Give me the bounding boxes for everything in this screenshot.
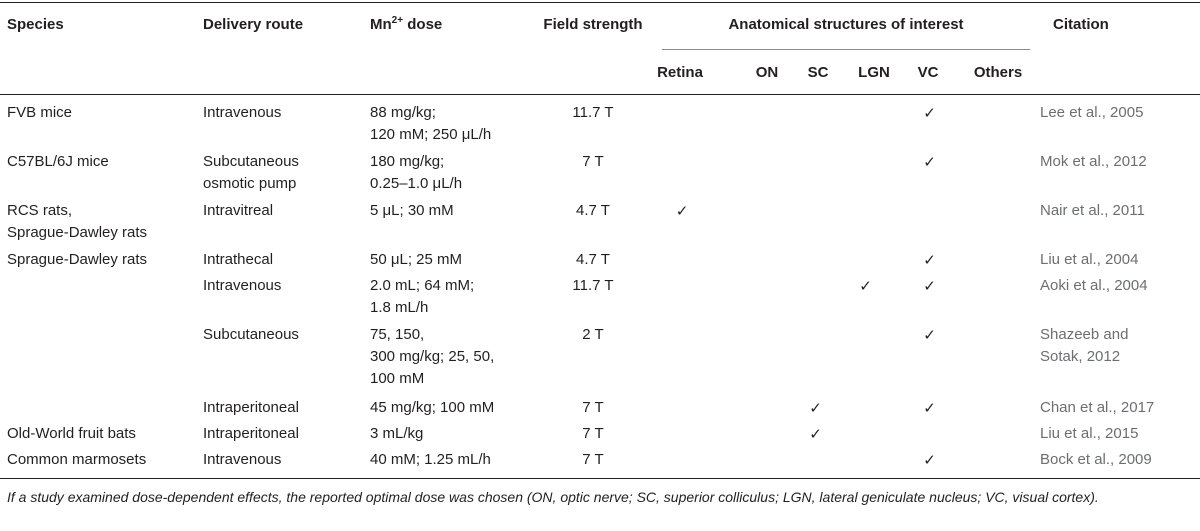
top-rule [0, 2, 1200, 3]
checkmark-icon: ✓ [923, 104, 936, 122]
checkmark-icon: ✓ [923, 277, 936, 295]
header-rule [0, 94, 1200, 95]
checkmark-icon: ✓ [923, 399, 936, 417]
dose-cell: 2.0 mL; 64 mM; [370, 277, 475, 294]
citation-cell: Liu et al., 2004 [1040, 251, 1139, 268]
citation-cell: Aoki et al., 2004 [1040, 277, 1148, 294]
dose-cell: 100 mM [370, 370, 425, 387]
species-cell: Old-World fruit bats [7, 425, 136, 442]
dose-cell: 50 μL; 25 mM [370, 251, 463, 268]
citation-cell: Lee et al., 2005 [1040, 104, 1144, 121]
species-cell: C57BL/6J mice [7, 153, 109, 170]
field-strength-cell: 7 T [582, 451, 604, 468]
citation-cell: Shazeeb and [1040, 326, 1129, 343]
header-delivery-route: Delivery route [203, 16, 304, 33]
header-vc: VC [917, 64, 939, 81]
header-anatomical-structures: Anatomical structures of interest [728, 16, 964, 33]
species-cell: FVB mice [7, 104, 73, 121]
dose-cell: 75, 150, [370, 326, 425, 343]
field-strength-cell: 4.7 T [576, 202, 610, 219]
dose-cell: 5 μL; 30 mM [370, 202, 454, 219]
dose-cell: 1.8 mL/h [370, 299, 429, 316]
header-others: Others [973, 64, 1023, 81]
header-on: ON [755, 64, 779, 81]
species-cell: Sprague-Dawley rats [7, 224, 148, 241]
delivery-route-cell: Subcutaneous [203, 326, 299, 343]
dose-cell: 180 mg/kg; [370, 153, 445, 170]
dose-cell: 40 mM; 1.25 mL/h [370, 451, 491, 468]
header-field-strength: Field strength [543, 16, 643, 33]
delivery-route-cell: osmotic pump [203, 175, 297, 192]
field-strength-cell: 4.7 T [576, 251, 610, 268]
checkmark-icon: ✓ [923, 251, 936, 269]
header-lgn: LGN [858, 64, 890, 81]
citation-cell: Chan et al., 2017 [1040, 399, 1155, 416]
dose-cell: 120 mM; 250 μL/h [370, 126, 492, 143]
citation-cell: Nair et al., 2011 [1040, 202, 1145, 219]
field-strength-cell: 11.7 T [572, 277, 614, 294]
citation-cell: Bock et al., 2009 [1040, 451, 1152, 468]
field-strength-cell: 7 T [582, 425, 604, 442]
field-strength-cell: 7 T [582, 153, 604, 170]
citation-cell: Liu et al., 2015 [1040, 425, 1139, 442]
species-cell: Sprague-Dawley rats [7, 251, 148, 268]
delivery-route-cell: Intrathecal [203, 251, 274, 268]
bottom-rule [0, 478, 1200, 479]
citation-cell: Mok et al., 2012 [1040, 153, 1147, 170]
dose-cell: 88 mg/kg; [370, 104, 436, 121]
dose-cell: 300 mg/kg; 25, 50, [370, 348, 495, 365]
table-footnote: If a study examined dose-dependent effec… [7, 489, 1099, 505]
delivery-route-cell: Intraperitoneal [203, 425, 299, 442]
delivery-route-cell: Intraperitoneal [203, 399, 299, 416]
header-species: Species [7, 16, 64, 33]
dose-cell: 0.25–1.0 μL/h [370, 175, 463, 192]
delivery-route-cell: Intravenous [203, 451, 282, 468]
header-sc: SC [807, 64, 829, 81]
checkmark-icon: ✓ [809, 425, 822, 443]
dose-cell: 45 mg/kg; 100 mM [370, 399, 495, 416]
dose-cell: 3 mL/kg [370, 425, 424, 442]
header-citation: Citation [1053, 16, 1109, 33]
checkmark-icon: ✓ [859, 277, 872, 295]
checkmark-icon: ✓ [809, 399, 822, 417]
checkmark-icon: ✓ [923, 153, 936, 171]
species-cell: RCS rats, [7, 202, 73, 219]
delivery-route-cell: Intravitreal [203, 202, 274, 219]
checkmark-icon: ✓ [923, 451, 936, 469]
species-cell: Common marmosets [7, 451, 147, 468]
field-strength-cell: 11.7 T [572, 104, 614, 121]
checkmark-icon: ✓ [923, 326, 936, 344]
group-underline [662, 49, 1030, 50]
header-mn-dose: Mn2+ dose [370, 15, 443, 34]
checkmark-icon: ✓ [675, 202, 689, 220]
header-retina: Retina [657, 64, 703, 81]
citation-cell: Sotak, 2012 [1040, 348, 1121, 365]
field-strength-cell: 7 T [582, 399, 604, 416]
delivery-route-cell: Subcutaneous [203, 153, 299, 170]
field-strength-cell: 2 T [582, 326, 604, 343]
delivery-route-cell: Intravenous [203, 104, 282, 121]
delivery-route-cell: Intravenous [203, 277, 282, 294]
